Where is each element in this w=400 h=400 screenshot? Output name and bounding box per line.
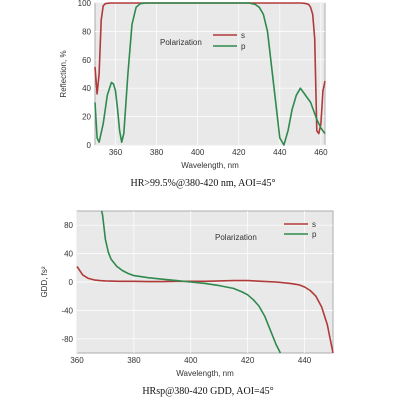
series-line-p xyxy=(100,210,282,354)
x-tick-label: 360 xyxy=(109,148,123,157)
reflection-chart: 360 380 400 420 440 460 0 20 40 60 80 100 Polariza… xyxy=(59,0,328,189)
y-tick-label: 0 xyxy=(69,278,74,287)
reflection-y-axis-label: Reflection, % xyxy=(59,50,68,97)
x-tick-label: 380 xyxy=(127,356,141,365)
y-tick-label: -40 xyxy=(61,306,73,315)
legend-title: Polarization xyxy=(215,233,257,242)
gdd-y-axis-label: GDD, fs² xyxy=(40,266,49,297)
y-tick-label: -80 xyxy=(61,335,73,344)
y-tick-label: 0 xyxy=(87,141,92,150)
x-tick-label: 380 xyxy=(150,148,164,157)
y-tick-label: 40 xyxy=(64,250,73,259)
x-tick-label: 420 xyxy=(232,148,246,157)
series-line-s xyxy=(76,265,334,354)
x-tick-label: 420 xyxy=(241,356,255,365)
legend-label-p: p xyxy=(241,42,246,51)
legend-label-p: p xyxy=(312,230,317,239)
reflection-legend: Polarization s p xyxy=(160,31,246,51)
gdd-caption: HRsp@380-420 GDD, AOI=45° xyxy=(142,386,273,397)
series-line-p xyxy=(94,2,326,146)
x-tick-label: 400 xyxy=(184,356,198,365)
x-tick-label: 440 xyxy=(273,148,287,157)
x-tick-label: 400 xyxy=(191,148,205,157)
y-tick-label: 40 xyxy=(82,84,91,93)
reflection-x-axis-label: Wavelength, nm xyxy=(181,161,239,170)
reflection-caption: HR>99.5%@380-420 nm, AOI=45° xyxy=(130,178,275,189)
x-tick-label: 360 xyxy=(70,356,84,365)
legend-title: Polarization xyxy=(160,38,202,47)
gdd-legend: Polarization s p xyxy=(215,220,317,242)
x-tick-label: 440 xyxy=(298,356,312,365)
gdd-x-axis-label: Wavelength, nm xyxy=(176,369,234,378)
y-tick-label: 60 xyxy=(82,56,91,65)
reflection-plot-area xyxy=(94,2,326,146)
legend-label-s: s xyxy=(312,220,316,229)
y-tick-label: 20 xyxy=(82,113,91,122)
legend-label-s: s xyxy=(241,31,245,40)
y-tick-label: 80 xyxy=(64,221,73,230)
y-tick-label: 100 xyxy=(78,0,92,8)
y-tick-label: 80 xyxy=(82,27,91,36)
x-tick-label: 460 xyxy=(314,148,328,157)
